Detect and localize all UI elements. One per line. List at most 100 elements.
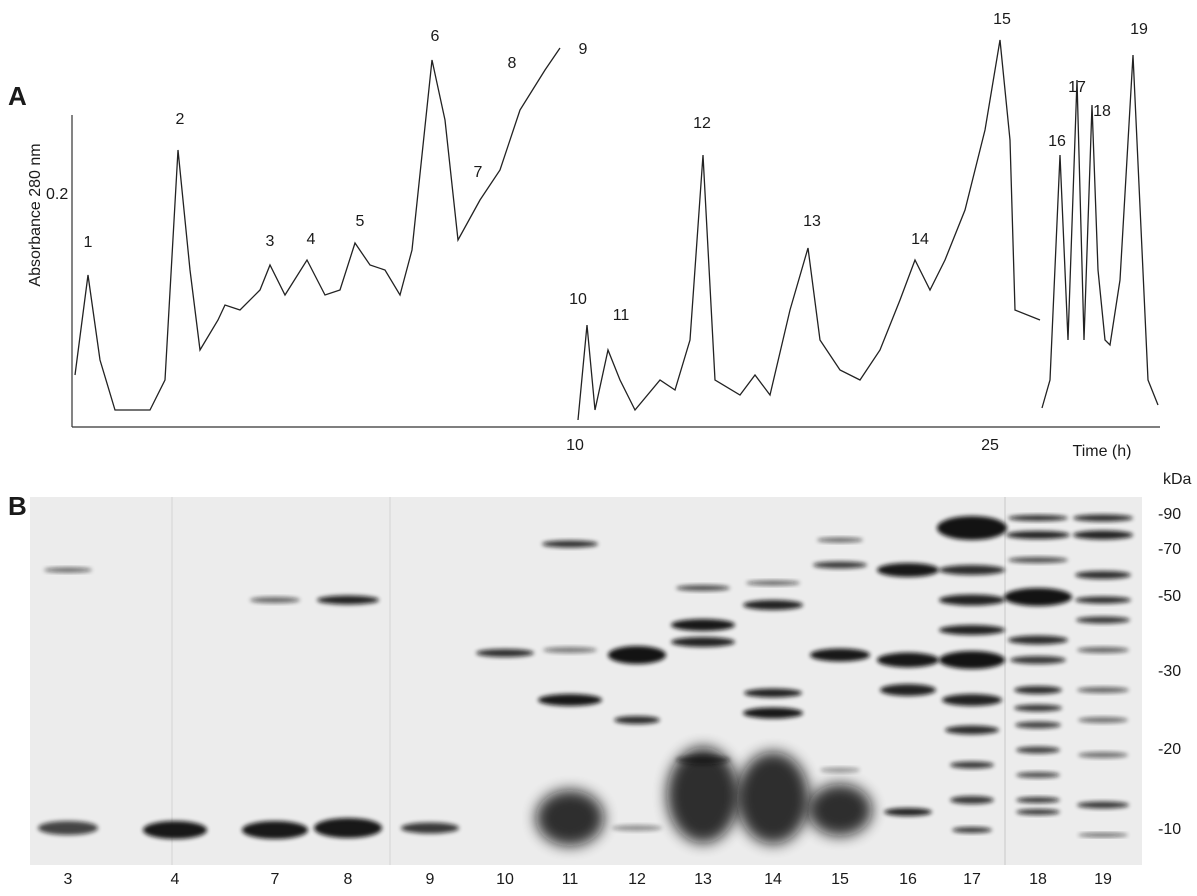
band bbox=[143, 821, 207, 839]
peak-label: 14 bbox=[911, 231, 929, 248]
peak-label: 2 bbox=[176, 111, 185, 128]
band bbox=[1075, 571, 1131, 579]
band bbox=[746, 581, 800, 586]
x-tick-label: 10 bbox=[566, 437, 584, 454]
band bbox=[676, 585, 730, 591]
band bbox=[1006, 531, 1070, 539]
band bbox=[945, 726, 999, 735]
band bbox=[1016, 747, 1060, 754]
peak-label: 9 bbox=[579, 41, 588, 58]
band bbox=[543, 647, 597, 653]
lane-label: 13 bbox=[694, 871, 712, 888]
band bbox=[820, 768, 860, 773]
band bbox=[813, 562, 867, 569]
band bbox=[1014, 705, 1062, 712]
band bbox=[614, 716, 660, 724]
band bbox=[950, 796, 994, 804]
band bbox=[939, 595, 1005, 606]
band bbox=[1016, 772, 1060, 778]
peak-label: 4 bbox=[307, 231, 316, 248]
band bbox=[1073, 531, 1133, 540]
band bbox=[476, 649, 534, 657]
peak-label: 17 bbox=[1068, 79, 1086, 96]
band bbox=[1078, 717, 1128, 723]
smear bbox=[808, 784, 872, 836]
unit-label: kDa bbox=[1163, 471, 1192, 488]
peak-label: 6 bbox=[431, 28, 440, 45]
trace bbox=[75, 48, 560, 410]
band bbox=[877, 653, 939, 668]
band bbox=[612, 825, 662, 831]
marker-label: -50 bbox=[1158, 588, 1181, 605]
band bbox=[1077, 687, 1129, 693]
band bbox=[538, 694, 602, 706]
band bbox=[314, 818, 382, 838]
band bbox=[1008, 636, 1068, 645]
peak-label: 19 bbox=[1130, 21, 1148, 38]
band bbox=[937, 516, 1007, 540]
band bbox=[880, 684, 936, 696]
y-axis-label: Absorbance 280 nm bbox=[27, 143, 44, 286]
band bbox=[744, 689, 802, 698]
lane-label: 4 bbox=[171, 871, 180, 888]
band bbox=[44, 568, 92, 573]
marker-label: -90 bbox=[1158, 506, 1181, 523]
band bbox=[1077, 802, 1129, 809]
peak-label: 3 bbox=[266, 233, 275, 250]
peak-label: 8 bbox=[508, 55, 517, 72]
x-axis-label: Time (h) bbox=[1073, 443, 1132, 460]
page: {"panel_a": {"label": "A", "y_axis_label… bbox=[0, 0, 1197, 891]
band bbox=[1014, 686, 1062, 694]
band bbox=[810, 649, 870, 662]
band bbox=[250, 597, 300, 603]
band bbox=[1076, 617, 1130, 624]
band bbox=[817, 538, 863, 543]
lane-label: 18 bbox=[1029, 871, 1047, 888]
peak-label: 12 bbox=[693, 115, 711, 132]
smear bbox=[737, 752, 809, 844]
band bbox=[743, 600, 803, 610]
panel-label: A bbox=[8, 81, 27, 111]
peak-label: 18 bbox=[1093, 103, 1111, 120]
lane-label: 10 bbox=[496, 871, 514, 888]
band bbox=[939, 625, 1005, 635]
band bbox=[1008, 515, 1068, 521]
band bbox=[542, 541, 598, 548]
smear bbox=[536, 790, 604, 846]
band bbox=[1078, 833, 1128, 837]
band bbox=[1010, 656, 1066, 664]
band bbox=[939, 651, 1005, 669]
band bbox=[401, 823, 459, 834]
peak-label: 11 bbox=[613, 307, 630, 324]
peak-label: 15 bbox=[993, 11, 1011, 28]
lane-label: 16 bbox=[899, 871, 917, 888]
lane-label: 11 bbox=[562, 871, 579, 888]
band bbox=[743, 708, 803, 719]
band bbox=[1015, 722, 1061, 729]
marker-label: -70 bbox=[1158, 541, 1181, 558]
band bbox=[884, 808, 932, 816]
peak-label: 10 bbox=[569, 291, 587, 308]
band bbox=[877, 563, 939, 577]
y-tick-label: 0.2 bbox=[46, 186, 68, 203]
lane-label: 8 bbox=[344, 871, 353, 888]
band bbox=[242, 821, 308, 839]
lane-label: 3 bbox=[64, 871, 73, 888]
band bbox=[1004, 588, 1072, 606]
chromatogram bbox=[75, 40, 1158, 420]
band bbox=[38, 821, 98, 835]
lane-label: 7 bbox=[271, 871, 280, 888]
band bbox=[1016, 797, 1060, 803]
band bbox=[942, 694, 1002, 706]
peak-label: 1 bbox=[84, 234, 93, 251]
marker-label: -30 bbox=[1158, 663, 1181, 680]
band bbox=[676, 756, 730, 765]
band bbox=[317, 596, 379, 605]
band bbox=[608, 646, 666, 664]
band bbox=[1073, 515, 1133, 522]
band bbox=[939, 565, 1005, 575]
band bbox=[671, 637, 735, 647]
band bbox=[952, 827, 992, 833]
lane-label: 17 bbox=[963, 871, 981, 888]
